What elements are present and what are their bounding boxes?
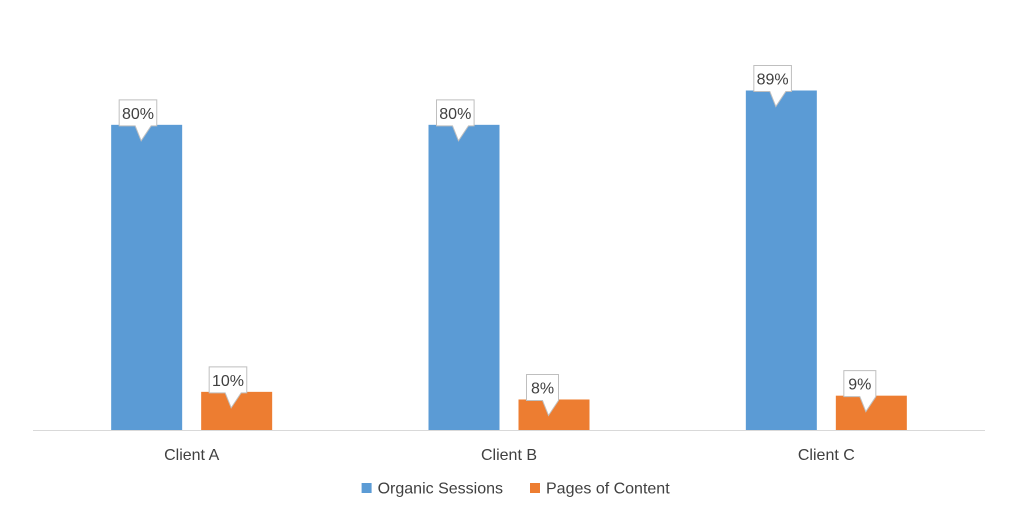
x-tick-label: Client A [164,447,219,464]
callout-box [208,366,248,409]
data-label-callout: 9% [843,370,877,413]
bar-organic-sessions-2 [428,124,500,431]
x-tick-label: Client B [481,447,537,464]
data-label: 80% [122,106,154,123]
callout-box [118,99,158,142]
bar-organic-sessions-1 [111,124,183,431]
legend-swatch [361,483,372,493]
data-label: 9% [848,377,871,394]
data-label-callout: 89% [753,65,792,108]
callout-box [753,65,792,108]
legend-swatch [530,483,540,493]
bar-organic-sessions-3 [745,90,817,430]
legend-label: Organic Sessions [378,481,503,498]
data-label-callout: 10% [208,366,248,409]
callout-box [526,373,559,417]
data-label: 89% [757,72,789,89]
x-tick-labels: Client A Client B Client C [164,447,855,464]
callout-box [436,99,475,142]
data-label-callout: 8% [526,373,559,417]
bars-layer [111,90,907,431]
data-label-callouts: 80% 10% 80% 8% 89% 9% [118,65,877,417]
data-label: 10% [212,373,244,390]
callout-box [843,370,877,413]
legend-label: Pages of Content [546,481,670,498]
x-tick-label: Client C [798,447,855,464]
data-label-callout: 80% [118,99,158,142]
data-label: 80% [439,106,471,123]
data-label-callout: 80% [436,99,475,142]
legend: Organic Sessions Pages of Content [361,481,670,498]
legend-item-organic-sessions: Organic Sessions [361,481,503,498]
legend-item-pages-of-content: Pages of Content [530,481,670,498]
data-label: 8% [531,380,554,397]
